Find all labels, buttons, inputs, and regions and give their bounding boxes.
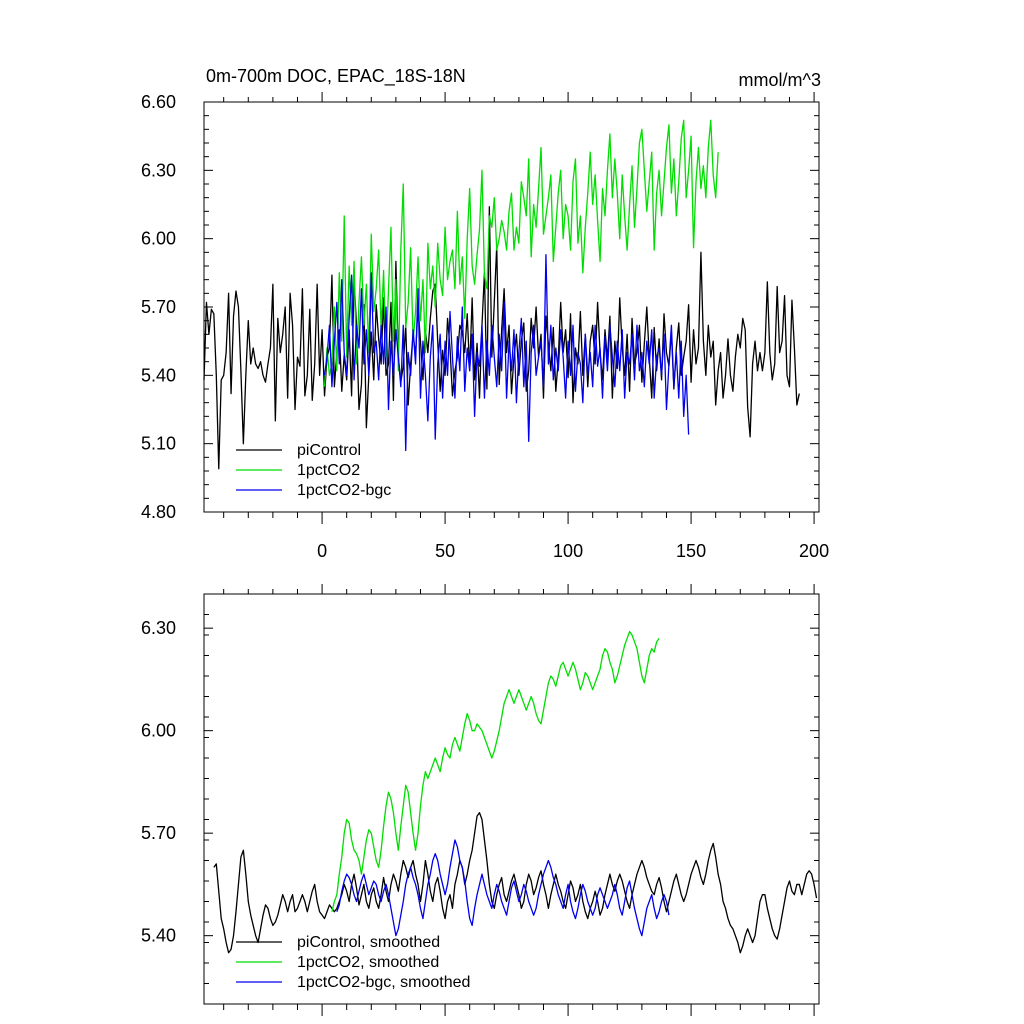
legend-label-1pctco2-smoothed: 1pctCO2, smoothed [297, 954, 439, 971]
top-panel: 0m-700m DOC, EPAC_18S-18N mmol/m^3 4.80 5… [141, 66, 829, 561]
x-tick-label: 150 [676, 541, 706, 561]
y-tick-label: 6.30 [141, 618, 176, 638]
bottom-axis-ticks [204, 584, 819, 1016]
top-series-line-picontrol [203, 206, 800, 470]
bottom-series-line-1pctco2-smoothed [331, 630, 660, 912]
y-tick-label: 4.80 [141, 502, 176, 522]
legend-label-1pctco2-bgc-smoothed: 1pctCO2-bgc, smoothed [297, 974, 470, 991]
bottom-series-line-1pctco2-bgc-smoothed [336, 839, 670, 937]
x-tick-label: 50 [435, 541, 455, 561]
y-tick-label: 6.60 [141, 92, 176, 112]
bottom-legend: piControl, smoothed 1pctCO2, smoothed 1p… [236, 934, 470, 991]
legend-label-picontrol-smoothed: piControl, smoothed [297, 934, 440, 951]
top-x-axis-labels: 0 50 100 150 200 [317, 541, 829, 561]
y-tick-label: 6.00 [141, 229, 176, 249]
top-series-line-1pctco2-bgc [323, 253, 690, 452]
top-legend: piControl 1pctCO2 1pctCO2-bgc [236, 442, 391, 499]
y-tick-label: 5.40 [141, 926, 176, 946]
bottom-y-axis-labels: 5.40 5.70 6.00 6.30 [141, 618, 176, 946]
x-tick-label: 100 [553, 541, 583, 561]
legend-label-1pctco2: 1pctCO2 [297, 462, 360, 479]
x-tick-label: 200 [799, 541, 829, 561]
bottom-panel: 5.40 5.70 6.00 6.30 piControl, smoothed 1pc… [141, 584, 820, 1016]
legend-label-picontrol: piControl [297, 442, 361, 459]
y-tick-label: 6.00 [141, 721, 176, 741]
bottom-series-line-picontrol-smoothed [213, 812, 818, 954]
x-tick-label: 0 [317, 541, 327, 561]
top-chart-title: 0m-700m DOC, EPAC_18S-18N [206, 66, 466, 87]
top-series-group [203, 119, 800, 470]
top-axis-ticks [204, 92, 819, 524]
top-chart-units: mmol/m^3 [739, 70, 821, 90]
y-tick-label: 6.30 [141, 160, 176, 180]
y-tick-label: 5.70 [141, 297, 176, 317]
y-tick-label: 5.40 [141, 365, 176, 385]
y-tick-label: 5.70 [141, 823, 176, 843]
top-y-axis-labels: 4.80 5.10 5.40 5.70 6.00 6.30 6.60 [141, 92, 176, 522]
top-series-line-1pctco2 [323, 119, 719, 387]
y-tick-label: 5.10 [141, 434, 176, 454]
bottom-series-group [213, 630, 818, 954]
legend-label-1pctco2-bgc: 1pctCO2-bgc [297, 482, 391, 499]
